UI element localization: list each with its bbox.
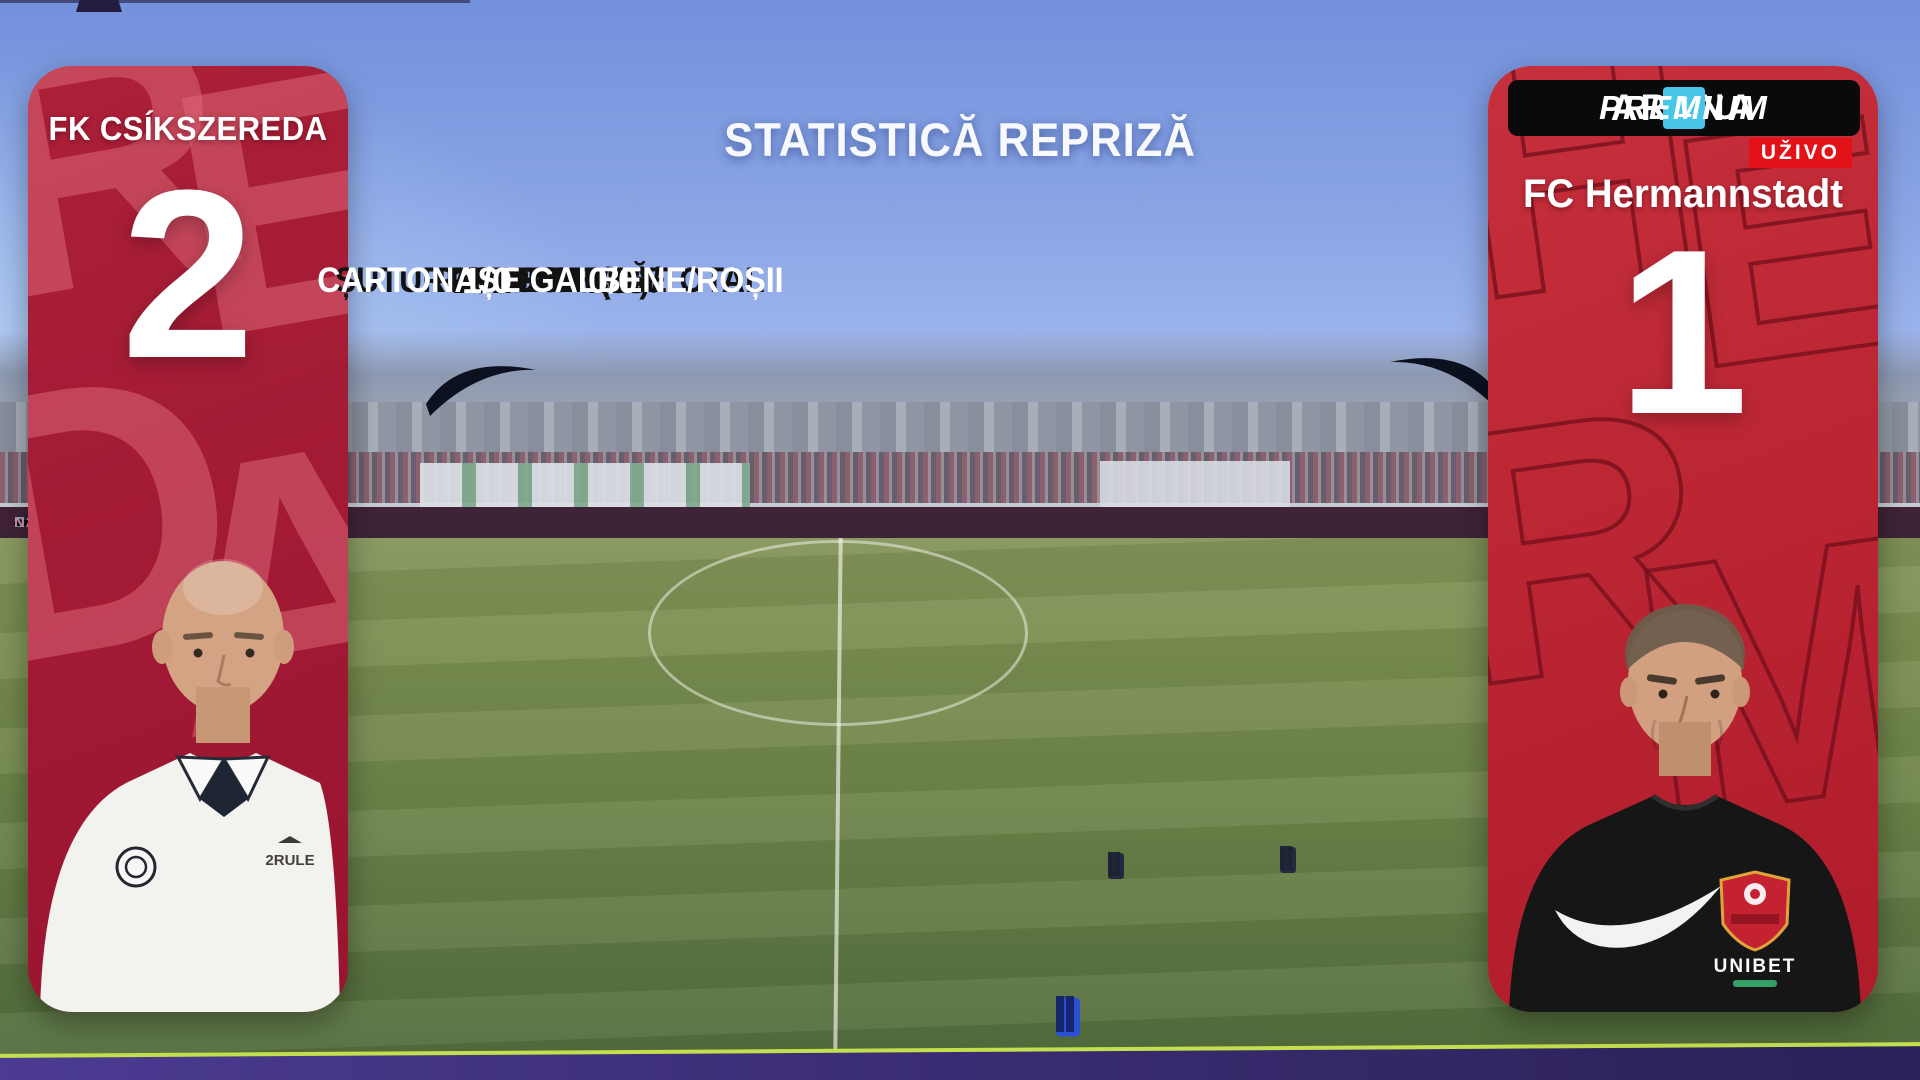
dark-roof-curve-left [426,366,536,416]
home-shirt-brand: 2RULE [265,852,314,869]
home-value: 3 [588,260,609,301]
home-value: 115 [588,260,647,301]
home-team-name: FK CSÍKSZEREDA [48,110,328,147]
stat-label: CORNERE [469,261,631,300]
home-value: 0/0 [588,260,639,301]
away-value: 7 [491,260,512,301]
stat-label: POSESIE (%) [449,261,651,300]
home-team-panel: R E D A FK CSÍKSZEREDA 2 2RULE [28,66,348,1012]
home-value: 160 [588,260,649,301]
frame-top-edge [0,0,470,3]
away-value: 56 [471,260,512,301]
dark-roof-curve-right [1390,358,1500,408]
stat-label: ȘUTURI PE POARTĂ/TOTAL [335,261,765,300]
stat-label: OFSAIDURI [461,261,639,300]
away-value: 3 [491,260,512,301]
live-badge: UŽIVO [1748,138,1852,168]
away-value: 1/0 [461,260,512,301]
stat-label: CARTONAȘE GALBENE/ROȘII [316,261,784,300]
away-team-name: FC Hermannstadt [1522,172,1844,216]
stats-title: STATISTICĂ REPRIZĂ [724,113,1196,166]
frame-top-notch [76,0,122,12]
home-value: 0 [588,260,609,301]
side-banner [1100,461,1290,507]
side-banner [420,463,750,507]
away-value: 152 [451,260,512,301]
channel-logo: ARENA 1 PREMIUM [1508,80,1860,136]
stat-label: FAULTURI [471,261,629,300]
away-value: 2/4 [461,260,512,301]
home-team-score: 2 [121,140,255,408]
home-value: 2/8 [588,260,639,301]
channel-tier-text: PREMIUM [1599,89,1769,126]
away-value: 199 [451,260,512,301]
home-value: 5 [588,260,609,301]
away-team-score: 1 [1617,200,1749,463]
away-shirt-sponsor: UNIBET [1714,956,1797,977]
away-team-panel: H E R M ARENA 1 PREMIUM UŽIVO FC Hermann… [1488,66,1878,1012]
home-coach-photo: 2RULE [40,559,340,1012]
away-value: 0 [491,260,512,301]
stat-label: PASE [507,261,593,300]
away-coach-photo: UNIBET [1509,604,1861,1012]
stat-label: PASE REUȘITE [433,261,667,300]
pitch-center-circle [648,540,1028,726]
home-value: 44 [588,260,629,301]
channel-number-badge: 1 [1663,87,1705,129]
